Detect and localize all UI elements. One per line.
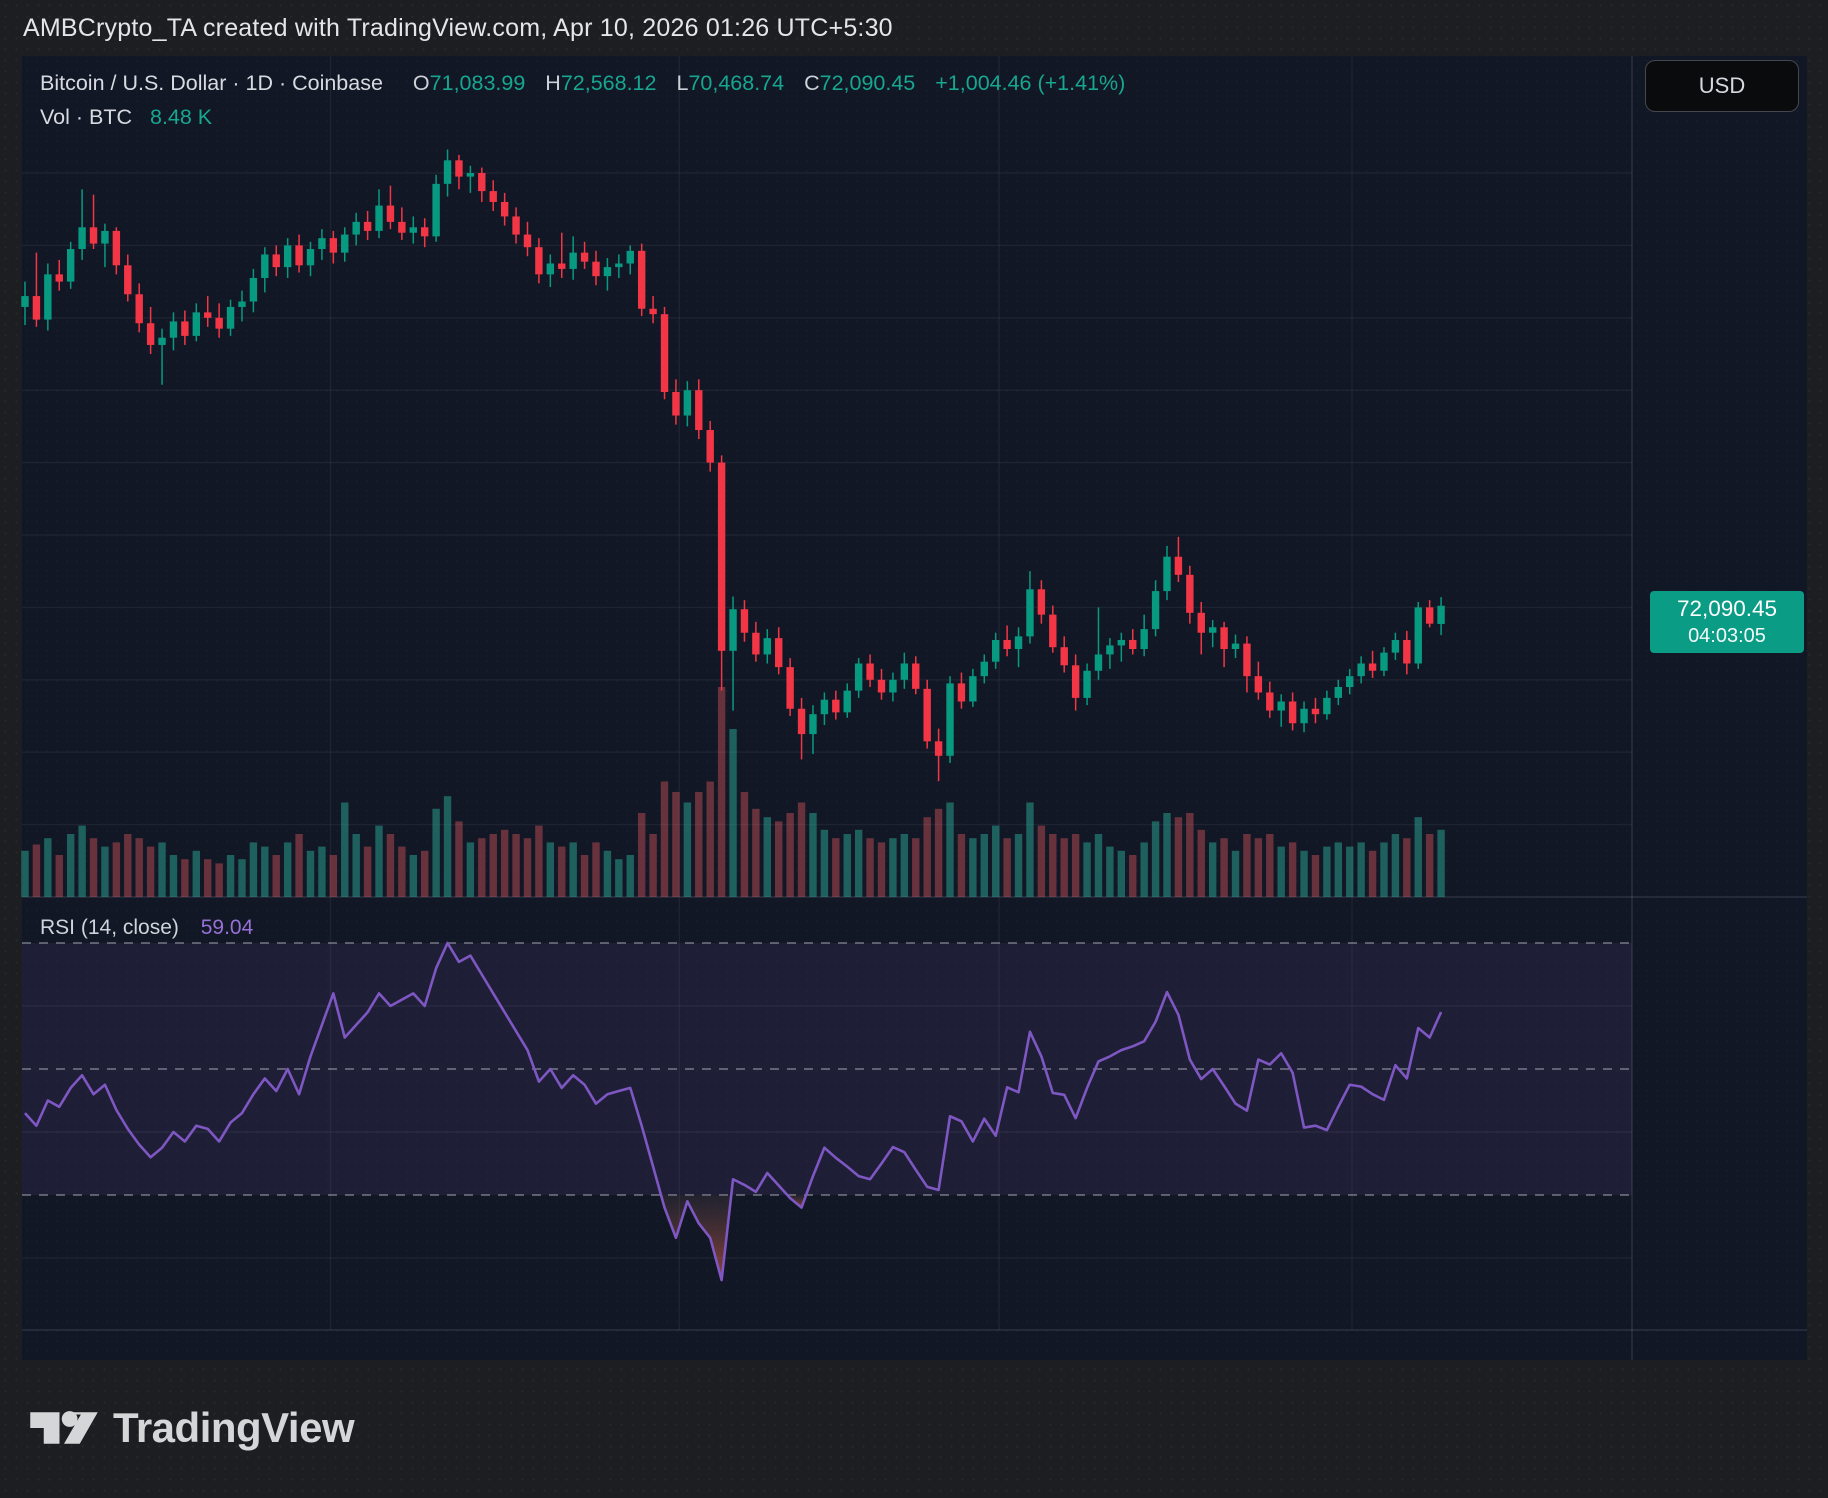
- low-value: 70,468.74: [688, 71, 785, 95]
- last-price-value: 72,090.45: [1676, 596, 1778, 622]
- high-value: 72,568.12: [560, 71, 657, 95]
- rsi-oversold-fill: [661, 1195, 732, 1281]
- open-label: O: [412, 71, 430, 95]
- rsi-legend[interactable]: RSI (14, close) 59.04: [40, 916, 253, 940]
- currency-toggle-button[interactable]: USD: [1645, 60, 1799, 112]
- tradingview-logo[interactable]: TradingView: [28, 1404, 355, 1452]
- last-price-label: 72,090.45 04:03:05: [1650, 591, 1804, 653]
- low-label: L: [676, 71, 689, 95]
- high-label: H: [545, 71, 561, 95]
- change-value: +1,004.46 (+1.41%): [935, 71, 1126, 95]
- volume-value: 8.48 K: [149, 105, 213, 129]
- volume-label[interactable]: Vol · BTC: [40, 105, 132, 129]
- chart-panel[interactable]: [22, 56, 1807, 1360]
- volume-layer: [21, 687, 1445, 897]
- candles-layer: [21, 149, 1445, 782]
- rsi-value: 59.04: [200, 916, 254, 939]
- close-value: 72,090.45: [819, 71, 916, 95]
- rsi-label: RSI (14, close): [40, 916, 179, 939]
- rsi-line: [24, 941, 1443, 1282]
- bar-countdown: 04:03:05: [1688, 624, 1766, 647]
- open-value: 71,083.99: [429, 71, 526, 95]
- tradingview-logo-icon: [28, 1405, 100, 1451]
- tradingview-logo-text: TradingView: [113, 1404, 355, 1451]
- watermark-title: AMBCrypto_TA created with TradingView.co…: [23, 14, 893, 42]
- ohlc-row: Bitcoin / U.S. Dollar · 1D · Coinbase O7…: [40, 66, 1125, 100]
- symbol-title[interactable]: Bitcoin / U.S. Dollar · 1D · Coinbase: [40, 71, 383, 95]
- currency-toggle-label: USD: [1698, 73, 1746, 98]
- close-label: C: [804, 71, 820, 95]
- volume-row: Vol · BTC 8.48 K: [40, 100, 1125, 134]
- symbol-legend[interactable]: Bitcoin / U.S. Dollar · 1D · Coinbase O7…: [40, 66, 1125, 134]
